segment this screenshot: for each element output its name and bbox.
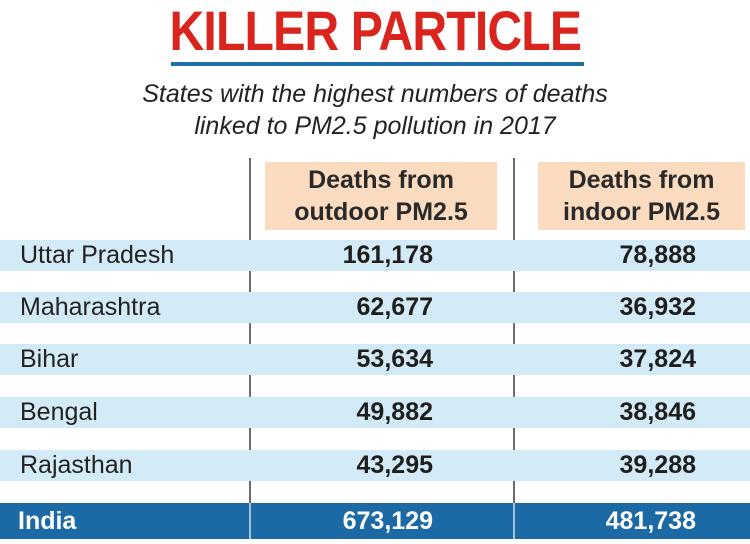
table-row: Bengal 49,882 38,846: [0, 397, 750, 428]
state-name: Bihar: [20, 345, 79, 373]
header-indoor: Deaths from indoor PM2.5: [538, 162, 745, 230]
indoor-deaths-value: 37,824: [619, 345, 696, 373]
state-name: Uttar Pradesh: [20, 241, 175, 269]
indoor-deaths-value: 39,288: [619, 451, 696, 479]
state-name: Bengal: [20, 398, 98, 426]
outdoor-deaths-value: 43,295: [356, 451, 433, 479]
subtitle: States with the highest numbers of death…: [0, 78, 750, 142]
total-divider-right: [513, 503, 515, 539]
outdoor-deaths-value: 49,882: [356, 398, 433, 426]
indoor-deaths-value: 38,846: [619, 398, 696, 426]
subtitle-line-2: linked to PM2.5 pollution in 2017: [194, 112, 556, 140]
total-row: India 673,129 481,738: [0, 503, 750, 539]
header-outdoor-line-1: Deaths from: [308, 166, 454, 194]
state-name: Maharashtra: [20, 293, 161, 321]
subtitle-line-1: States with the highest numbers of death…: [142, 80, 608, 108]
header-indoor-line-1: Deaths from: [568, 166, 715, 194]
outdoor-deaths-value: 62,677: [356, 293, 433, 321]
state-name: Rajasthan: [20, 451, 133, 479]
title-block: KILLER PARTICLE: [0, 0, 750, 66]
outdoor-deaths-value: 53,634: [356, 345, 433, 373]
header-indoor-line-2: indoor PM2.5: [563, 198, 720, 226]
outdoor-deaths-value: 161,178: [342, 241, 433, 269]
page-title: KILLER PARTICLE: [169, 0, 581, 62]
header-outdoor: Deaths from outdoor PM2.5: [265, 162, 497, 230]
indoor-deaths-value: 36,932: [619, 293, 696, 321]
total-indoor-deaths-value: 481,738: [605, 507, 696, 535]
total-outdoor-deaths-value: 673,129: [342, 507, 433, 535]
total-label: India: [18, 507, 77, 535]
table-row: Rajasthan 43,295 39,288: [0, 450, 750, 481]
header-outdoor-line-2: outdoor PM2.5: [294, 198, 468, 226]
indoor-deaths-value: 78,888: [619, 241, 696, 269]
table-row: Uttar Pradesh 161,178 78,888: [0, 240, 750, 271]
title-underline: [171, 62, 584, 66]
table-row: Maharashtra 62,677 36,932: [0, 292, 750, 323]
total-divider-left: [249, 503, 251, 539]
table-row: Bihar 53,634 37,824: [0, 344, 750, 375]
